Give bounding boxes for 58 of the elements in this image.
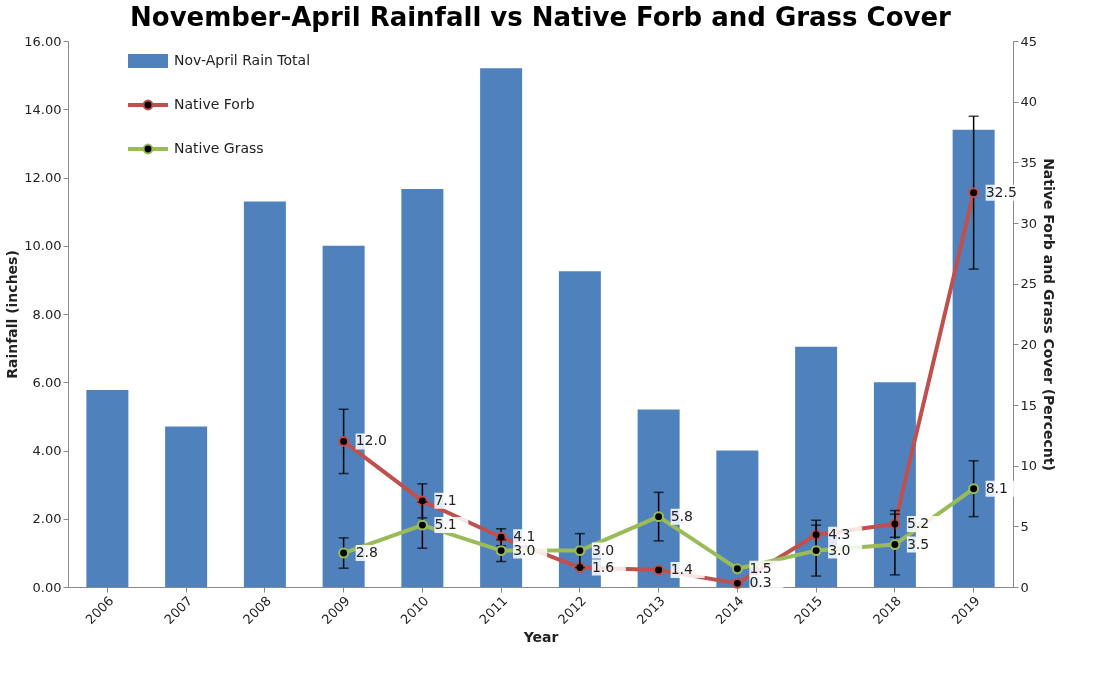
legend-label: Native Grass xyxy=(174,140,264,156)
data-label: 1.6 xyxy=(591,558,615,575)
y2-tick-label: 15 xyxy=(1020,397,1038,413)
point xyxy=(495,545,507,557)
point xyxy=(731,563,743,575)
y-tick-label: 16.00 xyxy=(24,33,62,49)
y2-tick-label: 45 xyxy=(1020,33,1038,49)
point xyxy=(338,435,350,447)
data-label: 5.2 xyxy=(906,514,930,531)
point xyxy=(653,564,665,576)
y-axis-title: Rainfall (inches) xyxy=(4,250,21,379)
y-tick-label: 2.00 xyxy=(32,511,62,527)
data-label: 1.4 xyxy=(670,561,693,578)
data-label: 12.0 xyxy=(355,432,387,449)
y2-axis-title: Native Forb and Grass Cover (Percecnt) xyxy=(1041,158,1058,471)
y-tick-label: 4.00 xyxy=(32,443,62,458)
chart-title: November-April Rainfall vs Native Forb and Grass Cover xyxy=(130,2,952,32)
bar xyxy=(243,201,286,587)
data-label: 2.8 xyxy=(355,544,378,561)
point xyxy=(968,483,980,495)
point xyxy=(968,187,980,199)
y2-tick-label: 5 xyxy=(1020,518,1029,534)
bar xyxy=(165,426,208,587)
y-tick-label: 10.00 xyxy=(24,238,62,254)
y2-tick-label: 35 xyxy=(1020,154,1038,170)
y2-tick-label: 10 xyxy=(1020,458,1038,474)
y-tick-label: 14.00 xyxy=(24,101,62,117)
y2-tick-label: 0 xyxy=(1020,579,1029,595)
data-label: 5.8 xyxy=(670,507,693,524)
y2-tick-label: 30 xyxy=(1020,215,1038,231)
legend-label: Nov-April Rain Total xyxy=(174,52,311,68)
data-label: 5.1 xyxy=(434,516,457,533)
point xyxy=(416,519,428,531)
point xyxy=(574,545,586,557)
x-axis-title: Year xyxy=(522,629,559,646)
bar xyxy=(86,390,129,587)
y2-tick-label: 20 xyxy=(1020,336,1038,352)
y-tick-label: 6.00 xyxy=(32,374,62,390)
data-label: 3.0 xyxy=(591,541,615,558)
data-label: 3.0 xyxy=(828,541,851,558)
point xyxy=(338,547,350,559)
data-label: 0.3 xyxy=(749,574,772,591)
data-label: 3.5 xyxy=(906,535,930,552)
y2-tick-label: 25 xyxy=(1020,276,1038,292)
data-label: 1.5 xyxy=(749,559,772,576)
data-label: 32.5 xyxy=(985,183,1017,200)
y-tick-label: 12.00 xyxy=(24,170,62,185)
point xyxy=(731,577,743,589)
y-tick-label: 8.00 xyxy=(32,306,62,322)
point xyxy=(889,539,901,550)
data-label: 7.1 xyxy=(434,491,457,508)
data-label: 4.3 xyxy=(828,525,851,542)
point xyxy=(810,545,822,557)
y2-tick-label: 40 xyxy=(1020,94,1038,110)
point xyxy=(653,511,665,523)
data-label: 8.1 xyxy=(985,479,1008,496)
legend-label: Native Forb xyxy=(174,96,255,112)
y-tick-label: 0.00 xyxy=(32,579,62,595)
